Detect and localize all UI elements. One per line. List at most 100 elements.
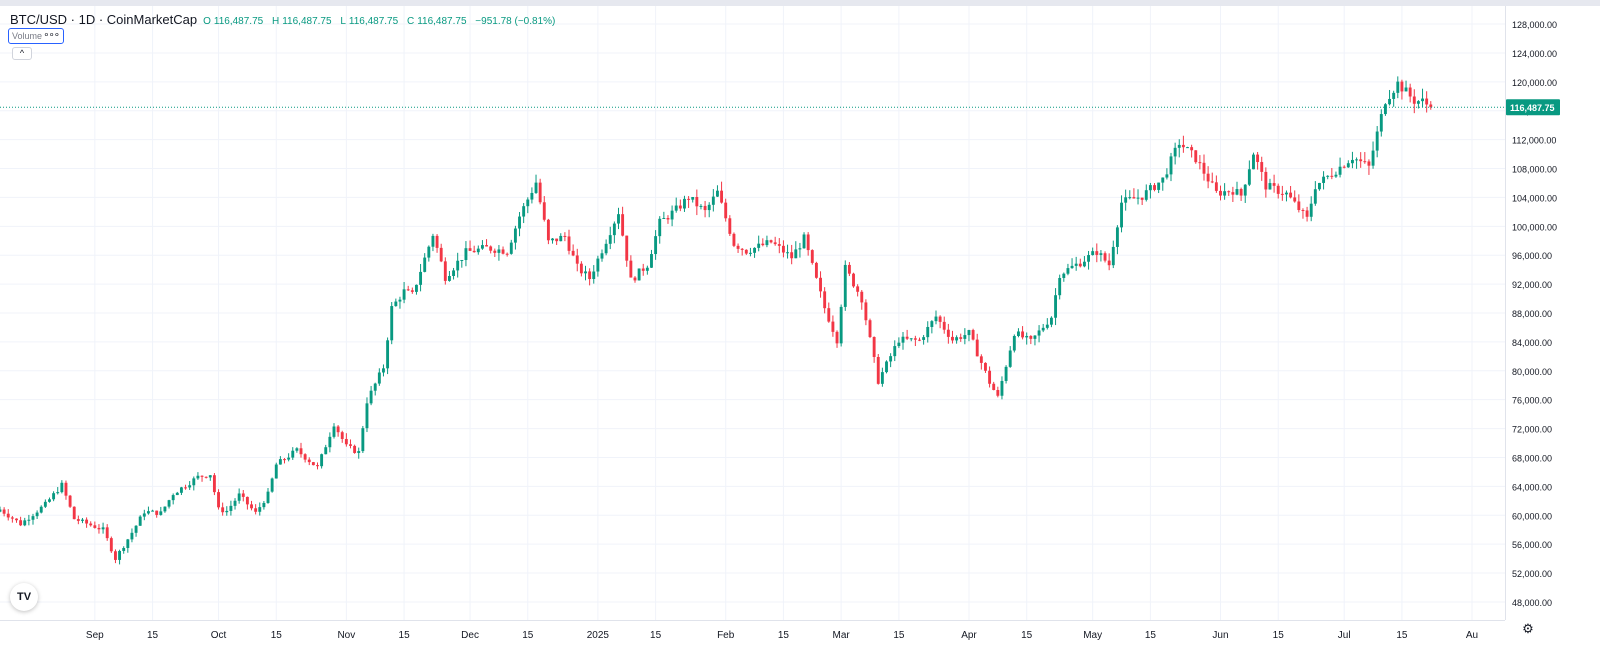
- candle-body: [1206, 173, 1210, 182]
- candle-body: [790, 252, 794, 259]
- time-tick-label: 15: [1396, 630, 1408, 641]
- time-tick-label: 2025: [587, 630, 610, 641]
- candle-body: [1045, 324, 1049, 328]
- candle-body: [592, 271, 596, 280]
- candle-body: [0, 509, 2, 512]
- candle-body: [10, 517, 14, 519]
- candle-body: [118, 550, 122, 560]
- candle-body: [617, 214, 620, 224]
- candle-body: [60, 482, 64, 493]
- price-tick-label: 64,000.00: [1512, 482, 1552, 492]
- candle-body: [64, 482, 68, 496]
- time-axis[interactable]: Sep 15 Oct 15 Nov 15 Dec 15 2025 15 Feb 15 Mar 15 Apr 1…: [0, 620, 1505, 648]
- candle-body: [1033, 335, 1037, 339]
- candle-body: [720, 190, 724, 203]
- candle-body: [262, 502, 266, 508]
- candle-body: [1252, 154, 1255, 170]
- time-tick-label: 15: [1021, 630, 1033, 641]
- candle-body: [196, 475, 200, 479]
- candle-body: [1066, 268, 1070, 274]
- candle-body: [15, 518, 18, 521]
- candle-body: [299, 448, 303, 455]
- candle-body: [1396, 81, 1400, 93]
- candle-body: [126, 539, 130, 548]
- candle-body: [864, 302, 868, 321]
- candle-body: [480, 245, 484, 249]
- candle-body: [365, 403, 369, 429]
- candle-body: [1107, 260, 1111, 266]
- candle-body: [683, 198, 686, 209]
- candle-body: [167, 500, 171, 507]
- candle-body: [443, 261, 447, 281]
- candle-body: [691, 196, 695, 200]
- tradingview-logo-icon[interactable]: TV: [10, 583, 38, 611]
- candle-body: [101, 527, 105, 530]
- candle-body: [1416, 101, 1420, 104]
- candle-body: [1074, 263, 1078, 266]
- candle-body: [1140, 197, 1144, 200]
- ohlc-values: O 116,487.75 H 116,487.75 L 116,487.75 C 116…: [203, 16, 558, 27]
- candle-body: [151, 510, 155, 512]
- time-axis-labels: Sep 15 Oct 15 Nov 15 Dec 15 2025 15 Feb 15 Mar 15 Apr 1…: [86, 630, 1478, 641]
- candle-body: [608, 235, 612, 244]
- candle-body: [955, 337, 959, 341]
- candle-body: [1198, 162, 1202, 164]
- candle-body: [1276, 185, 1280, 194]
- candle-body: [996, 390, 1000, 396]
- candle-body: [1338, 166, 1342, 175]
- candle-body: [555, 238, 559, 242]
- candle-body: [1379, 114, 1383, 132]
- volume-indicator-tag[interactable]: Volume ∘∘∘: [8, 28, 64, 44]
- candle-body: [843, 264, 847, 307]
- candle-body: [497, 249, 501, 253]
- candle-body: [303, 454, 307, 460]
- candle-body: [27, 519, 31, 521]
- candle-body: [6, 513, 10, 518]
- candle-body: [736, 245, 740, 249]
- candle-body: [1082, 261, 1086, 267]
- candle-body: [918, 339, 921, 341]
- price-tick-label: 100,000.00: [1512, 222, 1557, 232]
- candle-body: [732, 233, 736, 246]
- time-tick-label: Apr: [961, 630, 977, 641]
- symbol-title[interactable]: BTC/USD · 1D · CoinMarketCap: [10, 12, 198, 27]
- chart-legend: BTC/USD · 1D · CoinMarketCap O 116,487.75…: [10, 12, 558, 27]
- candle-body: [344, 438, 348, 445]
- more-options-icon[interactable]: ∘∘∘: [43, 30, 60, 41]
- candle-body: [823, 291, 827, 309]
- candle-body: [1070, 265, 1074, 269]
- candle-body: [122, 547, 126, 551]
- candle-body: [926, 326, 930, 338]
- candle-body: [283, 459, 286, 461]
- candle-body: [320, 454, 324, 467]
- candle-body: [852, 273, 855, 287]
- candle-body: [105, 527, 109, 539]
- candle-body: [1095, 251, 1099, 255]
- candle-body: [1021, 331, 1025, 338]
- candle-body: [761, 243, 765, 246]
- candle-body: [716, 190, 719, 197]
- candle-body: [89, 523, 93, 526]
- price-tick-label: 120,000.00: [1512, 78, 1557, 88]
- candle-body: [513, 228, 517, 243]
- candle-body: [1313, 189, 1317, 204]
- candle-body: [274, 464, 278, 479]
- candle-body: [1359, 159, 1363, 162]
- time-tick-label: Au: [1466, 630, 1478, 641]
- chart-plot-area[interactable]: [0, 6, 1505, 620]
- candle-body: [567, 236, 571, 251]
- candle-body: [452, 270, 456, 277]
- candle-body: [159, 511, 163, 515]
- gear-icon[interactable]: ⚙: [1522, 621, 1534, 636]
- candle-body: [1342, 166, 1346, 168]
- price-axis[interactable]: 48,000.00 52,000.00 56,000.00 60,000.00 64,0…: [1505, 6, 1600, 620]
- price-tick-label: 60,000.00: [1512, 511, 1552, 521]
- candle-body: [814, 262, 818, 278]
- candle-body: [1165, 174, 1169, 178]
- candle-body: [1037, 330, 1041, 336]
- collapse-legend-button[interactable]: ^: [12, 47, 32, 60]
- candle-body: [93, 525, 97, 528]
- candle-body: [1367, 161, 1371, 166]
- candle-body: [456, 260, 460, 271]
- candle-body: [377, 372, 381, 384]
